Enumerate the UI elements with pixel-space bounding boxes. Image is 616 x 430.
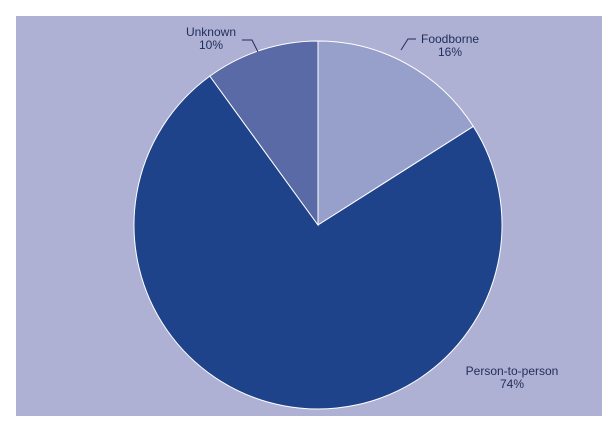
leader-line-unknown xyxy=(242,39,259,53)
slice-percent-unknown: 10% xyxy=(199,38,223,52)
pie-slice-person-to-person xyxy=(133,75,503,410)
chart-area: Foodborne 16% Person-to-person 74% Unknown 10… xyxy=(16,16,602,416)
slice-label-foodborne: Foodborne xyxy=(421,32,479,46)
slice-percent-foodborne: 16% xyxy=(438,45,462,59)
slice-label-person-to-person: Person-to-person xyxy=(466,364,559,378)
leader-line-foodborne xyxy=(400,38,416,51)
pie-slice-foodborne xyxy=(317,40,475,226)
pie-slices xyxy=(133,40,503,410)
slice-label-unknown: Unknown xyxy=(186,25,236,39)
slice-percent-person-to-person: 74% xyxy=(500,377,524,391)
pie-slice-unknown xyxy=(209,40,319,227)
